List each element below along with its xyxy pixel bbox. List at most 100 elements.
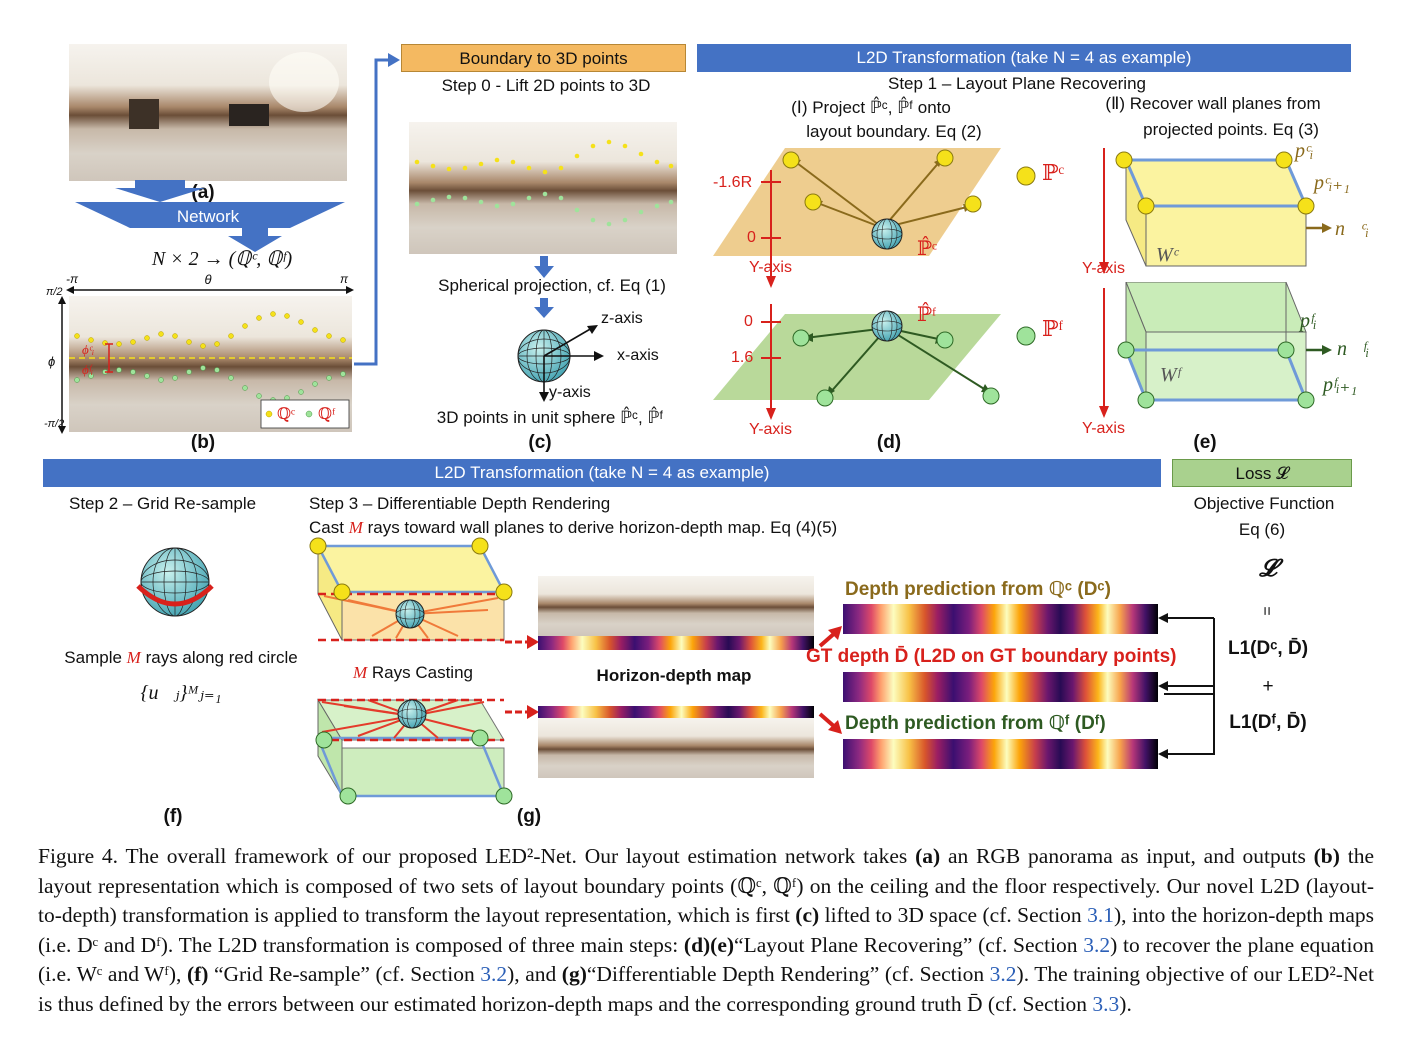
tick-16: 1.6	[731, 349, 754, 366]
wf-label: Wᶠ	[1160, 364, 1181, 386]
step1-ii-line1: (Ⅱ) Recover wall planes from	[1105, 94, 1321, 113]
l1-f: L1(Dᶠ, D̄)	[1229, 712, 1307, 733]
b-y-mid: ϕ	[48, 354, 56, 369]
b-x-center: θ	[204, 272, 212, 287]
horizon-depth-pano-c	[538, 576, 814, 636]
arrow-to-pred-c	[818, 626, 842, 648]
step3-cast-text: Cast M rays toward wall planes to derive…	[309, 518, 838, 537]
gt-depth-strip	[843, 672, 1158, 702]
b-y-top: π/2	[46, 286, 63, 298]
gt-depth-label: GT depth D̄ (L2D on GT boundary points)	[806, 646, 1177, 667]
step1-ii-line2: projected points. Eq (3)	[1143, 120, 1319, 139]
horizon-depth-pano-f	[538, 718, 814, 778]
b-theta-arrow	[66, 286, 354, 294]
loss-plus: +	[1262, 676, 1274, 697]
link-section-3-1[interactable]: 3.1	[1087, 903, 1114, 927]
ceiling-ray-casting	[309, 537, 513, 642]
floor-ray-casting	[315, 698, 513, 805]
phat-f-label: ℙ̂ᶠ	[917, 304, 937, 326]
b-phi-arrow	[58, 296, 66, 434]
step0-projection: Spherical projection, cf. Eq (1)	[438, 276, 666, 295]
pf-legend: ℙᶠ	[1042, 316, 1064, 341]
arrow-to-pred-f	[818, 712, 842, 734]
step0-title: Step 0 - Lift 2D points to 3D	[441, 76, 651, 95]
sample-rays-text: Sample M rays along red circle	[64, 648, 298, 667]
arrow-to-depth-f	[505, 705, 539, 719]
l1-c: L1(Dᶜ, D̄)	[1227, 638, 1309, 659]
step0-unit-sphere: 3D points in unit sphere ℙ̂ᶜ, ℙ̂ᶠ	[436, 408, 664, 427]
flow-arrow-b-to-c	[354, 53, 400, 366]
pc-legend-dot	[1016, 166, 1036, 186]
step2-title: Step 2 – Grid Re-sample	[69, 494, 257, 513]
label-a: (a)	[191, 182, 215, 203]
link-section-3-2-c[interactable]: 3.2	[989, 962, 1017, 986]
label-d: (d)	[876, 432, 902, 453]
label-b: (b)	[190, 432, 216, 453]
label-e: (e)	[1193, 432, 1217, 453]
c-down-arrow-2	[534, 298, 554, 318]
b-boundary-points	[69, 311, 352, 429]
label-f: (f)	[163, 806, 183, 827]
ray-set: {u⃗ⱼ}ᴹⱼ₌₁	[140, 682, 222, 704]
b-phi-c: ϕᶜᵢ	[82, 342, 95, 357]
e-floor-box	[1099, 282, 1332, 418]
b-x-left: -π	[66, 272, 79, 286]
c-boundary-points	[414, 139, 674, 227]
link-section-3-3[interactable]: 3.3	[1092, 991, 1120, 1016]
banner-boundary-3d: Boundary to 3D points	[401, 44, 686, 72]
yaxis-label-4: Y-axis	[1082, 420, 1125, 437]
b-legend-c: ℚᶜ	[277, 406, 296, 423]
loss-brackets	[1158, 613, 1215, 759]
arrow-to-depth-c	[505, 635, 539, 649]
axis-y-label: y-axis	[549, 384, 591, 401]
pic-label: pᶜᵢ	[1295, 140, 1314, 162]
input-panorama	[69, 44, 347, 181]
objective-function: Objective Function	[1193, 494, 1335, 513]
tick-0-top: 0	[747, 229, 756, 246]
horizon-depth-strip-c	[538, 636, 814, 650]
b-x-right: π	[340, 272, 349, 286]
pic1-label: pᶜᵢ₊₁	[1314, 172, 1350, 194]
pc-legend: ℙᶜ	[1042, 160, 1065, 185]
d-floor-plane	[713, 304, 1001, 420]
horizon-depth-map-label: Horizon-depth map	[596, 666, 752, 685]
banner-l2d-bottom: L2D Transformation (take N = 4 as exampl…	[43, 459, 1161, 487]
c-down-arrow	[534, 256, 554, 278]
label-c: (c)	[528, 432, 552, 453]
nic-label: n⃗ᶜᵢ	[1335, 218, 1369, 240]
d-ceiling-plane	[713, 148, 1001, 288]
loss-symbol: 𝓛	[1259, 556, 1277, 582]
objective-eq: Eq (6)	[1238, 520, 1286, 539]
link-section-3-2-a[interactable]: 3.2	[1083, 932, 1111, 957]
pf-legend-dot	[1016, 326, 1036, 346]
depth-pred-c-strip	[843, 604, 1158, 634]
yaxis-label-1: Y-axis	[749, 259, 792, 276]
horizon-depth-strip-f	[538, 706, 814, 718]
e-ceiling-box	[1099, 148, 1332, 274]
pif-label: pᶠᵢ	[1300, 310, 1317, 332]
banner-l2d-top: L2D Transformation (take N = 4 as exampl…	[697, 44, 1351, 72]
axis-x-label: x-axis	[617, 347, 659, 364]
axis-z-label: z-axis	[601, 310, 643, 327]
network-label: Network	[176, 207, 240, 226]
step1-i-line2: layout boundary. Eq (2)	[806, 122, 982, 141]
figure-caption: Figure 4. The overall framework of our p…	[38, 844, 1374, 1016]
yaxis-label-2: Y-axis	[749, 421, 792, 438]
tick-neg16r: -1.6R	[713, 174, 753, 191]
depth-pred-f-label: Depth prediction from ℚᶠ (Dᶠ)	[845, 713, 1106, 734]
banner-loss: Loss 𝓛	[1172, 459, 1352, 487]
yaxis-label-3: Y-axis	[1082, 260, 1125, 277]
tick-0-bot: 0	[744, 313, 753, 330]
step1-title: Step 1 – Layout Plane Recovering	[887, 74, 1147, 93]
link-section-3-2-b[interactable]: 3.2	[480, 962, 508, 986]
b-phi-f: ϕᶠᵢ	[82, 362, 94, 377]
phat-c-label: ℙ̂ᶜ	[917, 238, 938, 260]
wc-label: Wᶜ	[1156, 244, 1178, 266]
b-legend-f: ℚᶠ	[318, 406, 336, 423]
network-output: N × 2 → (ℚᶜ, ℚᶠ)	[151, 248, 293, 270]
step1-i-line1: (Ⅰ) Project ℙ̂ᶜ, ℙ̂ᶠ onto	[791, 98, 951, 117]
depth-pred-f-strip	[843, 739, 1158, 769]
depth-pred-c-label: Depth prediction from ℚᶜ (Dᶜ)	[845, 579, 1111, 600]
rays-casting-label: M Rays Casting	[353, 663, 473, 682]
unit-sphere	[517, 325, 604, 402]
